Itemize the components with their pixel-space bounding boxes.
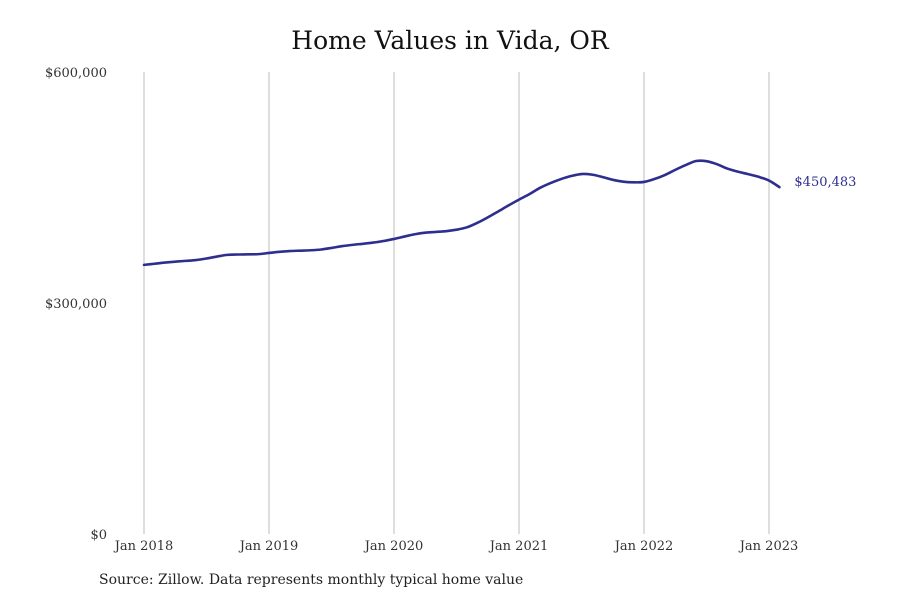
grid-layer [143, 72, 770, 534]
x-axis: Jan 2018 Jan 2019 Jan 2020 Jan 2021 Jan 2022… [113, 539, 799, 554]
x-tick-label: Jan 2020 [363, 539, 424, 554]
y-tick-label: $0 [90, 528, 107, 543]
chart-title: Home Values in Vida, OR [291, 26, 609, 55]
x-tick-label: Jan 2021 [488, 539, 549, 554]
y-tick-label: $600,000 [45, 66, 107, 81]
source-note: Source: Zillow. Data represents monthly … [99, 572, 524, 588]
x-tick-label: Jan 2019 [238, 539, 299, 554]
series-line-home-value [142, 159, 781, 267]
y-axis: $0 $300,000 $600,000 [45, 66, 107, 543]
x-tick-label: Jan 2022 [613, 539, 674, 554]
x-tick-label: Jan 2018 [113, 539, 174, 554]
x-tick-label: Jan 2023 [738, 539, 799, 554]
end-value-label: $450,483 [794, 175, 856, 190]
y-tick-label: $300,000 [45, 297, 107, 312]
